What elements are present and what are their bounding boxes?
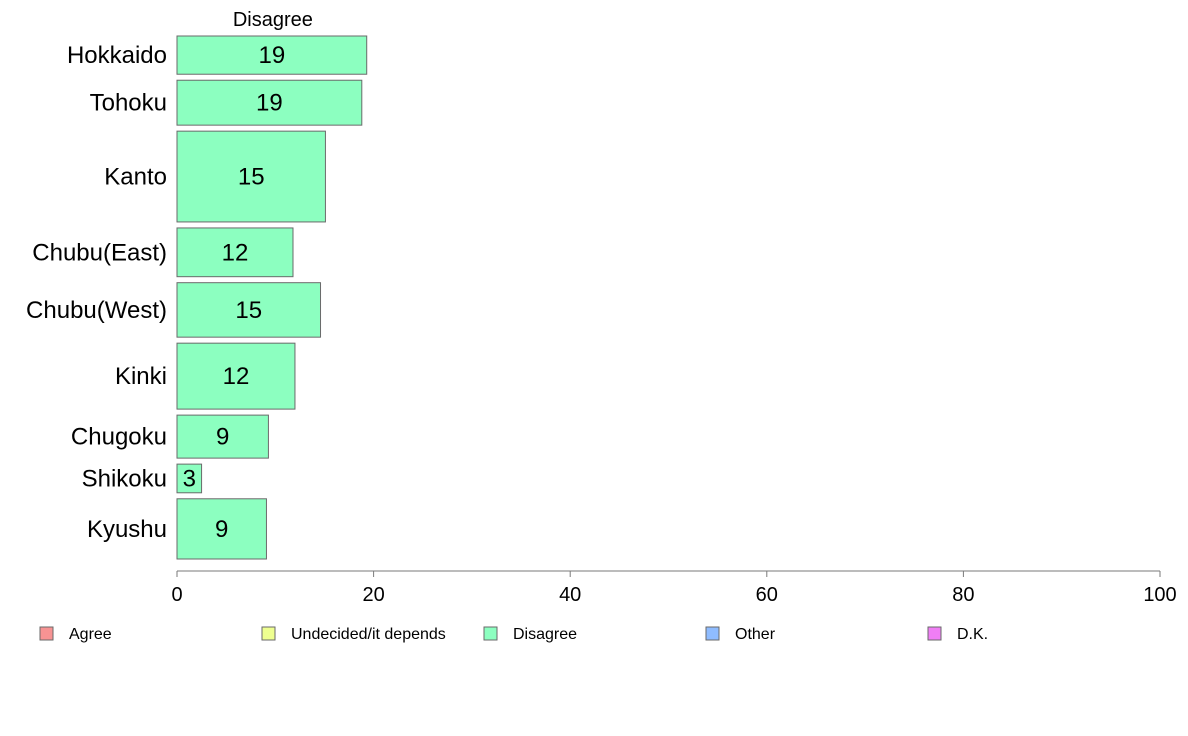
- bar-kyushu: [176, 498, 267, 560]
- legend-swatch-other: [705, 626, 720, 641]
- category-label-chubu-east: Chubu(East): [32, 239, 167, 266]
- x-tick-label-20: 20: [362, 584, 384, 606]
- bar-value-label-chugoku: 9: [216, 424, 229, 451]
- bar-value-label-kinki: 12: [223, 363, 250, 390]
- category-label-tohoku: Tohoku: [90, 90, 167, 117]
- bar-tohoku: [176, 79, 363, 126]
- x-tick-label-100: 100: [1143, 584, 1176, 606]
- bar-value-label-kanto: 15: [238, 164, 265, 191]
- bar-value-label-kyushu: 9: [215, 516, 228, 543]
- category-label-kinki: Kinki: [115, 363, 167, 390]
- legend-swatch-undecided-it-depends: [261, 626, 276, 641]
- panel-title: Disagree: [233, 9, 313, 31]
- category-label-kanto: Kanto: [104, 164, 167, 191]
- bar-chugoku: [176, 414, 269, 459]
- legend-label-d-k: D.K.: [957, 626, 988, 643]
- bar-value-label-chubu-west: 15: [235, 297, 262, 324]
- bar-chubu-east: [176, 227, 294, 278]
- category-label-chugoku: Chugoku: [71, 424, 167, 451]
- legend-label-disagree: Disagree: [513, 626, 577, 643]
- bar-kinki: [176, 342, 296, 410]
- category-label-chubu-west: Chubu(West): [26, 297, 167, 324]
- bar-kanto: [176, 130, 326, 223]
- x-tick-label-80: 80: [952, 584, 974, 606]
- bar-shikoku: [176, 463, 203, 494]
- legend-label-other: Other: [735, 626, 776, 643]
- bar-value-label-hokkaido: 19: [259, 42, 286, 69]
- legend: Agree Undecided/it depends Disagree Other D.…: [39, 626, 988, 643]
- bar-chubu-west: [176, 282, 322, 338]
- x-tick-label-40: 40: [559, 584, 581, 606]
- category-label-hokkaido: Hokkaido: [67, 42, 167, 69]
- legend-swatch-d-k: [927, 626, 942, 641]
- legend-swatch-agree: [39, 626, 54, 641]
- bar-value-label-shikoku: 3: [183, 465, 196, 492]
- bar-value-label-chubu-east: 12: [222, 239, 249, 266]
- x-axis: 0 20 40 60 80 100: [171, 570, 1177, 606]
- legend-label-undecided-it-depends: Undecided/it depends: [291, 626, 446, 643]
- legend-swatch-disagree: [483, 626, 498, 641]
- legend-label-agree: Agree: [69, 626, 112, 643]
- x-tick-label-0: 0: [171, 584, 182, 606]
- category-label-shikoku: Shikoku: [82, 465, 167, 492]
- x-tick-label-60: 60: [756, 584, 778, 606]
- bar-hokkaido: [176, 35, 368, 75]
- category-label-kyushu: Kyushu: [87, 516, 167, 543]
- bar-value-label-tohoku: 19: [256, 90, 283, 117]
- bars-group: Hokkaido 19 Tohoku 19 Kanto 15 Chubu(East) 12 Ch…: [26, 35, 368, 560]
